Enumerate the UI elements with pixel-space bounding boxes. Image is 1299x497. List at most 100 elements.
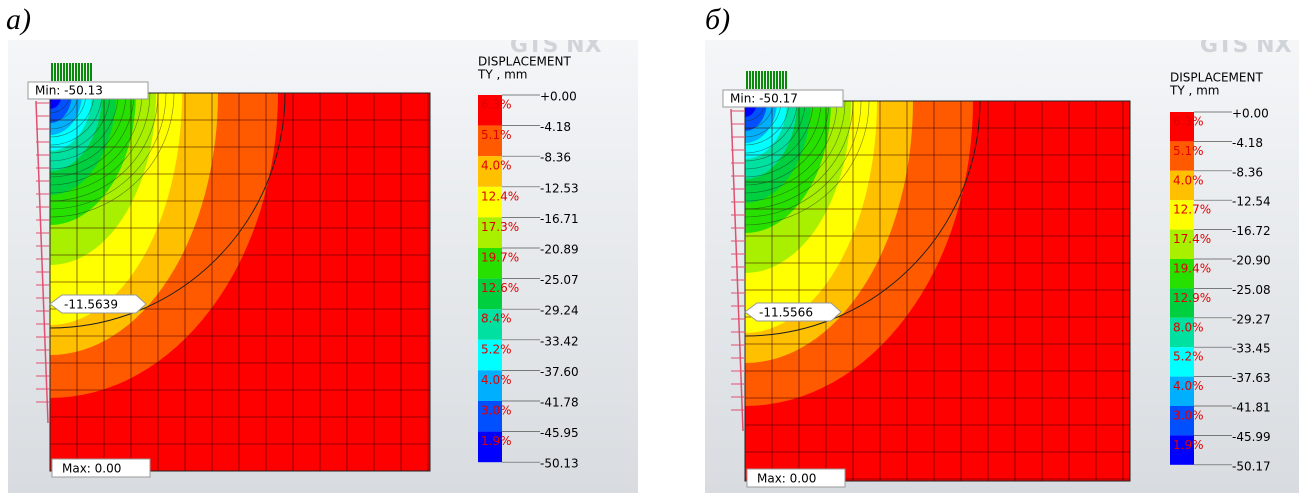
legend-percent: 4.0% (481, 159, 512, 173)
legend-percent: 3.0% (1173, 409, 1204, 423)
legend-percent: 5.1% (481, 128, 512, 142)
legend-band (478, 339, 502, 371)
panel: а) GTS NX Min: -50.13 Max: 0.00 -11.5639 DISP… (6, 3, 638, 493)
legend-level: -16.72 (1232, 224, 1271, 238)
legend-percent: 19.7% (481, 251, 519, 265)
legend-band (1170, 141, 1194, 171)
mesh-border (744, 100, 1131, 482)
max-box (51, 458, 151, 478)
legend-percent: 6.3% (1173, 115, 1204, 129)
legend-unit: TY , mm (477, 68, 527, 82)
mesh (50, 93, 430, 471)
max-label: Max: 0.00 (757, 472, 816, 486)
legend-level: -29.24 (540, 304, 579, 318)
legend-band (478, 186, 502, 218)
legend-percent: 5.2% (1173, 350, 1204, 364)
legend-band (478, 370, 502, 401)
legend-percent: 19.4% (1173, 262, 1211, 276)
legend-level: -29.27 (1232, 312, 1271, 326)
legend-percent: 1.9% (481, 434, 512, 448)
panel: б) GTS NX Min: -50.17 Max: 0.00 -11.5566 DISP… (705, 3, 1299, 493)
legend-level: -50.17 (1232, 459, 1271, 473)
legend-band (1170, 200, 1194, 230)
min-label: Min: -50.13 (35, 84, 103, 98)
max-label: Max: 0.00 (62, 462, 121, 476)
probe-box (744, 302, 842, 322)
legend-band (1170, 406, 1194, 436)
panel-label: б) (705, 3, 730, 36)
panel-label: а) (6, 3, 31, 36)
legend-percent: 5.2% (481, 342, 512, 356)
legend-percent: 12.4% (481, 189, 519, 203)
legend-level: -4.18 (540, 120, 571, 134)
legend-level: -25.07 (540, 273, 579, 287)
mesh-border (49, 92, 431, 472)
legend-level: +0.00 (1232, 107, 1269, 121)
legend-percent: 4.0% (1173, 173, 1204, 187)
legend-level: -37.63 (1232, 371, 1271, 385)
legend-band (478, 431, 502, 463)
legend-level: -20.90 (1232, 254, 1271, 268)
legend-level: -33.42 (540, 334, 579, 348)
mesh (745, 101, 1130, 481)
logo: GTS NX (1200, 33, 1292, 58)
legend-level: -16.71 (540, 212, 579, 226)
legend-band (1170, 288, 1194, 318)
view: GTS NX (50, 33, 602, 471)
legend-level: +0.00 (540, 90, 577, 104)
legend-level: -12.53 (540, 181, 579, 195)
legend-percent: 12.6% (481, 281, 519, 295)
legend-percent: 8.4% (481, 312, 512, 326)
legend-band (1170, 259, 1194, 289)
legend-level: -25.08 (1232, 283, 1271, 297)
legend-percent: 4.0% (481, 373, 512, 387)
view: GTS NX (745, 33, 1292, 481)
legend-percent: 12.9% (1173, 291, 1211, 305)
logo: GTS NX (510, 33, 602, 58)
legend-band (1170, 112, 1194, 142)
min-box (722, 89, 844, 108)
probe-label: -11.5639 (64, 298, 118, 312)
min-box (27, 81, 149, 100)
legend-title: DISPLACEMENT (478, 55, 571, 69)
legend-percent: 17.4% (1173, 232, 1211, 246)
probe-label: -11.5566 (759, 306, 813, 320)
legend-percent: 4.0% (1173, 379, 1204, 393)
probe-box (49, 294, 147, 314)
legend-band (478, 278, 502, 310)
legend-band (1170, 170, 1194, 201)
legend-band (1170, 376, 1194, 406)
legend-percent: 3.0% (481, 404, 512, 418)
legend-band (1170, 435, 1194, 465)
legend-percent: 1.9% (1173, 438, 1204, 452)
legend-title: DISPLACEMENT (1170, 71, 1263, 85)
legend-level: -41.78 (540, 396, 579, 410)
legend-level: -4.18 (1232, 136, 1263, 150)
legend-level: -37.60 (540, 365, 579, 379)
legend-level: -50.13 (540, 457, 579, 471)
legend-percent: 6.3% (481, 98, 512, 112)
legend-band (1170, 317, 1194, 348)
legend-level: -33.45 (1232, 342, 1271, 356)
legend-level: -45.95 (540, 426, 579, 440)
min-label: Min: -50.17 (730, 92, 798, 106)
legend-percent: 12.7% (1173, 203, 1211, 217)
legend-band (478, 248, 502, 279)
legend-percent: 17.3% (481, 220, 519, 234)
legend-band (478, 156, 502, 187)
legend-percent: 8.0% (1173, 320, 1204, 334)
legend-band (478, 309, 502, 340)
legend-level: -41.81 (1232, 401, 1271, 415)
legend-level: -8.36 (540, 151, 571, 165)
legend-band (478, 125, 502, 157)
legend-level: -20.89 (540, 243, 579, 257)
legend-band (1170, 229, 1194, 259)
max-box (746, 468, 846, 488)
legend-level: -12.54 (1232, 195, 1271, 209)
legend-percent: 5.1% (1173, 144, 1204, 158)
legend-unit: TY , mm (1169, 84, 1219, 98)
legend-band (478, 95, 502, 126)
legend-band (1170, 347, 1194, 377)
legend-band (478, 401, 502, 432)
